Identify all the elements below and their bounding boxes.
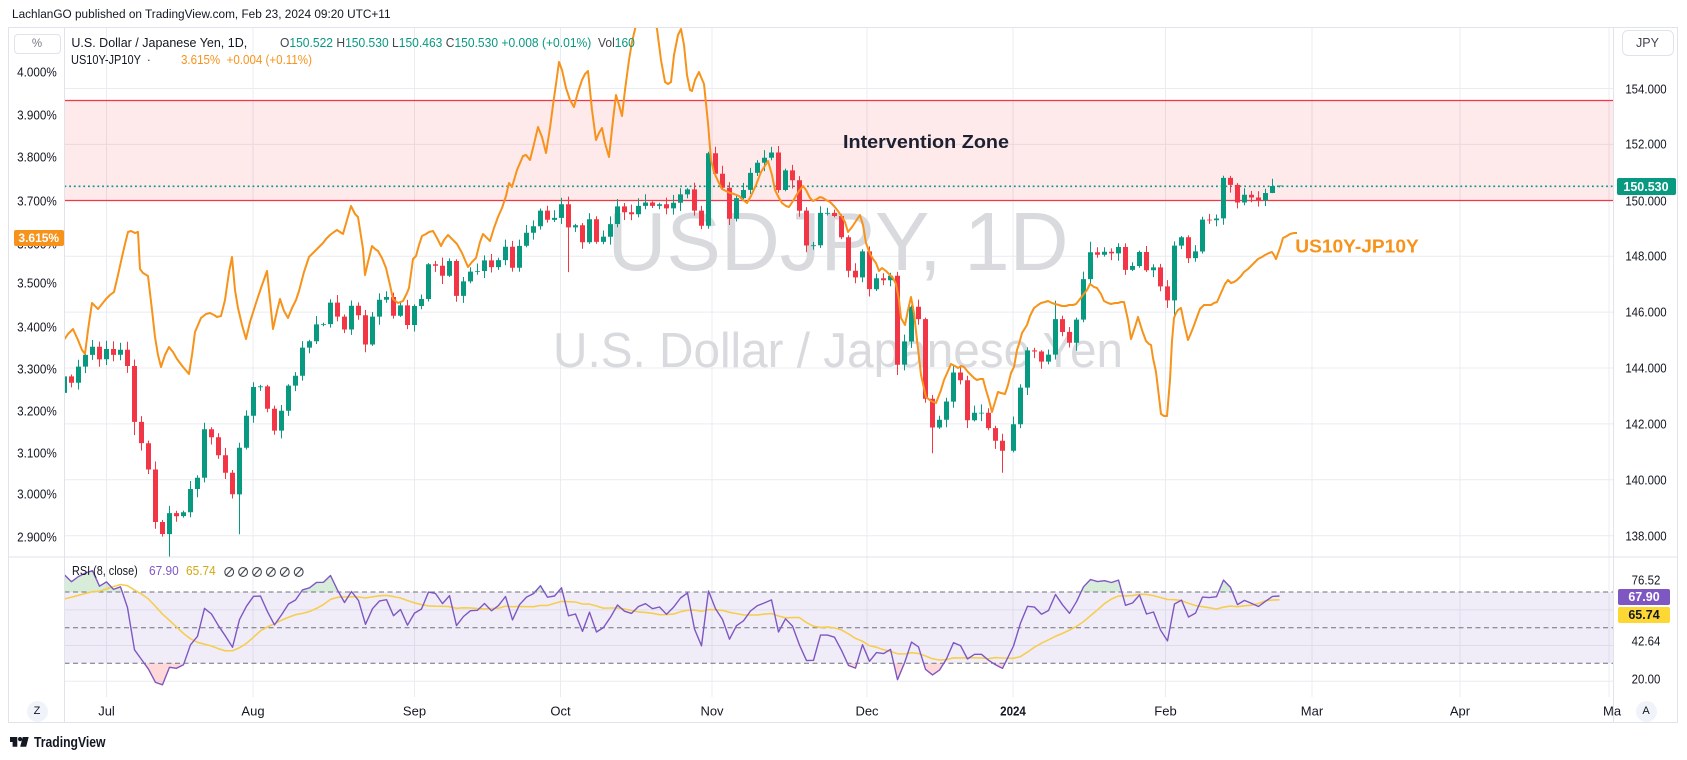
svg-text:US10Y-JP10Y: US10Y-JP10Y [1295,236,1419,257]
svg-text:U.S. Dollar / Japanese Yen: U.S. Dollar / Japanese Yen [553,324,1123,378]
svg-text:USDJPY, 1D: USDJPY, 1D [608,195,1069,288]
svg-text:Intervention Zone: Intervention Zone [843,131,1009,152]
